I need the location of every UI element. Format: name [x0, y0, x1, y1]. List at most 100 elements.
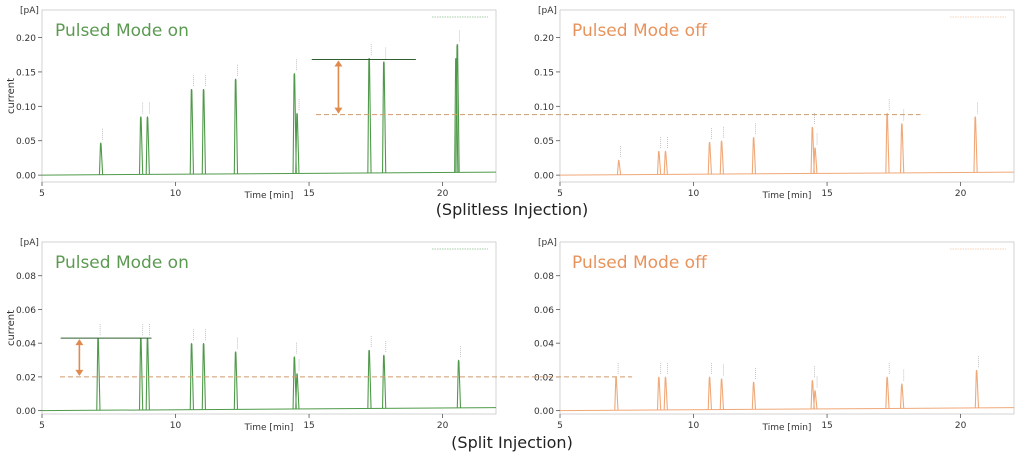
baseline-trace: [41, 171, 497, 176]
peak: [189, 343, 195, 410]
x-tick-label: 20: [955, 189, 967, 199]
y-tick-label: 0.05: [16, 137, 36, 147]
x-axis-label: Time [min]: [762, 191, 812, 201]
arrow-head-down: [75, 369, 84, 376]
peak: [367, 58, 372, 173]
peak: [145, 116, 150, 175]
x-tick-label: 10: [688, 421, 700, 431]
peak: [974, 370, 980, 408]
peak: [719, 378, 725, 410]
y-tick-label: 0.00: [16, 407, 36, 417]
peak: [885, 113, 890, 173]
x-tick-label: 5: [39, 189, 45, 199]
peak: [810, 126, 815, 174]
y-tick-label: 0.20: [534, 34, 554, 44]
x-tick-label: 15: [821, 189, 832, 199]
peak: [656, 150, 662, 175]
chart-splitless-on: 0.00 0.05 0.10 0.15 0.20 5 10 15 20 Time [min] [pA…: [6, 6, 497, 201]
y-unit-label: [pA]: [538, 238, 557, 248]
y-tick-label: 0.08: [16, 272, 36, 282]
y-tick-label: 0.20: [16, 34, 36, 44]
y-tick-label: 0.02: [534, 373, 554, 383]
peak: [96, 338, 101, 411]
peak: [138, 116, 144, 175]
chart-splitless-off: 0.00 0.05 0.10 0.15 0.20 5 10 15 20 Time [min] [pA…: [316, 6, 1015, 201]
x-axis-label: Time [min]: [244, 423, 294, 433]
x-tick-label: 20: [437, 421, 449, 431]
x-tick-label: 5: [557, 189, 563, 199]
plot-frame: [559, 241, 1015, 415]
caption-split: (Split Injection): [451, 433, 573, 452]
peak: [663, 150, 668, 175]
x-tick-label: 15: [821, 421, 832, 431]
y-axis-label: current: [6, 310, 17, 346]
y-unit-label: [pA]: [538, 6, 557, 16]
peak: [885, 376, 890, 409]
y-axis-label: current: [6, 78, 17, 114]
x-tick-label: 5: [39, 421, 45, 431]
y-tick-label: 0.10: [16, 103, 36, 113]
y-tick-label: 0.10: [534, 103, 554, 113]
baseline-trace: [559, 407, 1015, 412]
chart-split-off: 0.00 0.02 0.04 0.06 0.08 5 10 15 20 Time [min] [pA…: [60, 238, 1015, 433]
y-tick-label: 0.15: [534, 68, 554, 78]
y-tick-label: 0.04: [16, 340, 36, 350]
caption-splitless: (Splitless Injection): [435, 200, 589, 219]
peak: [98, 142, 104, 175]
y-tick-label: 0.15: [16, 68, 36, 78]
peak: [138, 338, 144, 410]
peak: [189, 89, 195, 175]
chart-title: Pulsed Mode off: [572, 21, 708, 41]
peak: [751, 137, 757, 174]
chart-title: Pulsed Mode on: [55, 21, 189, 41]
arrow-head-down: [334, 107, 343, 114]
peak: [813, 390, 818, 409]
x-tick-label: 20: [955, 421, 967, 431]
baseline-trace: [559, 171, 1015, 176]
peak: [292, 73, 297, 174]
peak: [233, 78, 239, 174]
peak: [614, 376, 619, 411]
y-tick-label: 0.00: [16, 172, 36, 182]
y-tick-label: 0.00: [534, 172, 554, 182]
peak: [145, 338, 150, 410]
y-tick-label: 0.06: [534, 306, 554, 316]
y-tick-label: 0.05: [534, 137, 554, 147]
plot-frame: [559, 9, 1015, 183]
arrow-head-up: [75, 339, 84, 346]
y-tick-label: 0.06: [16, 306, 36, 316]
chart-title: Pulsed Mode off: [572, 253, 708, 273]
x-tick-label: 15: [303, 421, 314, 431]
x-tick-label: 10: [688, 189, 700, 199]
peak: [707, 376, 713, 410]
x-tick-label: 20: [437, 189, 449, 199]
peak: [751, 381, 757, 410]
peak: [233, 351, 239, 410]
peak: [381, 61, 387, 173]
baseline-trace: [41, 407, 497, 412]
y-tick-label: 0.02: [16, 373, 36, 383]
peak: [899, 383, 905, 409]
x-tick-label: 15: [303, 189, 314, 199]
arrow-head-up: [334, 60, 343, 67]
peak: [719, 140, 725, 175]
plot-frame: [41, 9, 497, 183]
x-tick-label: 10: [170, 421, 182, 431]
y-tick-label: 0.04: [534, 340, 554, 350]
y-tick-label: 0.08: [534, 272, 554, 282]
peak: [707, 141, 713, 175]
peak: [616, 159, 622, 175]
x-tick-label: 5: [557, 421, 563, 431]
peak: [295, 113, 300, 174]
chart-split-on: 0.00 0.02 0.04 0.06 0.08 5 10 15 20 Time [min] [pA…: [6, 238, 497, 433]
peak: [899, 123, 905, 173]
chart-title: Pulsed Mode on: [55, 253, 189, 273]
peak: [381, 354, 387, 409]
plot-frame: [41, 241, 497, 415]
peak: [810, 380, 815, 409]
peak: [367, 349, 372, 409]
peak: [292, 356, 297, 409]
y-unit-label: [pA]: [20, 238, 39, 248]
peak: [201, 89, 207, 175]
